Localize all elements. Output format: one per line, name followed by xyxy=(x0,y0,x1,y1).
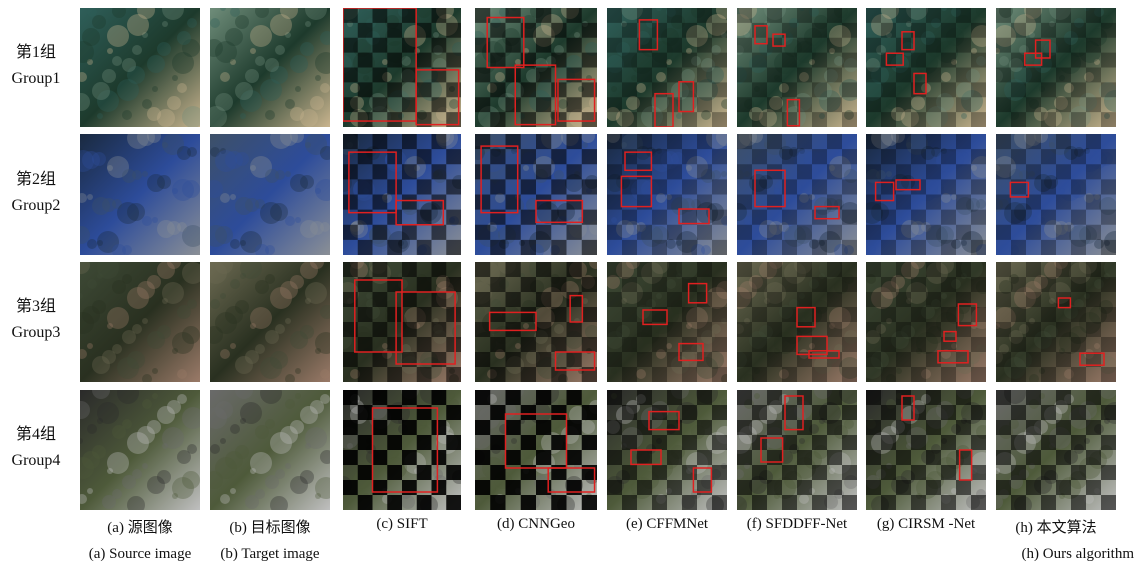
row-label-line: 第4组 xyxy=(0,422,72,448)
row-label-line: Group2 xyxy=(0,193,72,219)
row-label-line: 第2组 xyxy=(0,167,72,193)
image-cell xyxy=(210,134,330,255)
image-cell xyxy=(475,134,597,255)
image-cell xyxy=(737,262,857,382)
image-cell xyxy=(210,262,330,382)
image-cell xyxy=(996,390,1116,510)
image-cell xyxy=(475,8,597,127)
row-label-line: 第3组 xyxy=(0,294,72,320)
image-cell xyxy=(866,262,986,382)
column-label-en: (a) Source image xyxy=(89,546,191,563)
image-cell xyxy=(475,262,597,382)
image-cell xyxy=(343,8,461,127)
image-cell xyxy=(866,8,986,127)
column-label-en: (b) Target image xyxy=(220,546,319,563)
image-cell xyxy=(607,262,727,382)
image-cell xyxy=(80,262,200,382)
image-cell xyxy=(210,8,330,127)
column-label: (b) 目标图像 xyxy=(229,516,310,537)
image-cell xyxy=(737,390,857,510)
image-cell xyxy=(475,390,597,510)
column-label: (e) CFFMNet xyxy=(626,516,708,533)
image-cell xyxy=(996,262,1116,382)
image-cell xyxy=(996,8,1116,127)
image-cell xyxy=(996,134,1116,255)
image-cell xyxy=(80,134,200,255)
row-label-line: 第1组 xyxy=(0,40,72,66)
image-cell xyxy=(607,390,727,510)
image-cell xyxy=(210,390,330,510)
column-label: (d) CNNGeo xyxy=(497,516,575,533)
image-cell xyxy=(866,134,986,255)
figure: 第1组Group1 第2组Group2 xyxy=(0,0,1146,568)
image-cell xyxy=(343,134,461,255)
image-cell xyxy=(343,390,461,510)
image-cell xyxy=(866,390,986,510)
column-label-en: (h) Ours algorithm xyxy=(1022,546,1134,563)
image-cell xyxy=(80,390,200,510)
column-label: (g) CIRSM -Net xyxy=(877,516,975,533)
image-cell xyxy=(737,8,857,127)
row-label-line: Group3 xyxy=(0,320,72,346)
row-label-line: Group1 xyxy=(0,66,72,92)
image-cell xyxy=(607,134,727,255)
image-cell xyxy=(737,134,857,255)
column-label: (h) 本文算法 xyxy=(1015,516,1096,537)
row-label-line: Group4 xyxy=(0,448,72,474)
column-label: (f) SFDDFF-Net xyxy=(747,516,847,533)
image-cell xyxy=(343,262,461,382)
column-label: (a) 源图像 xyxy=(107,516,172,537)
image-cell xyxy=(607,8,727,127)
row-label: 第4组Group4 xyxy=(0,422,72,474)
column-label: (c) SIFT xyxy=(376,516,427,533)
image-cell xyxy=(80,8,200,127)
